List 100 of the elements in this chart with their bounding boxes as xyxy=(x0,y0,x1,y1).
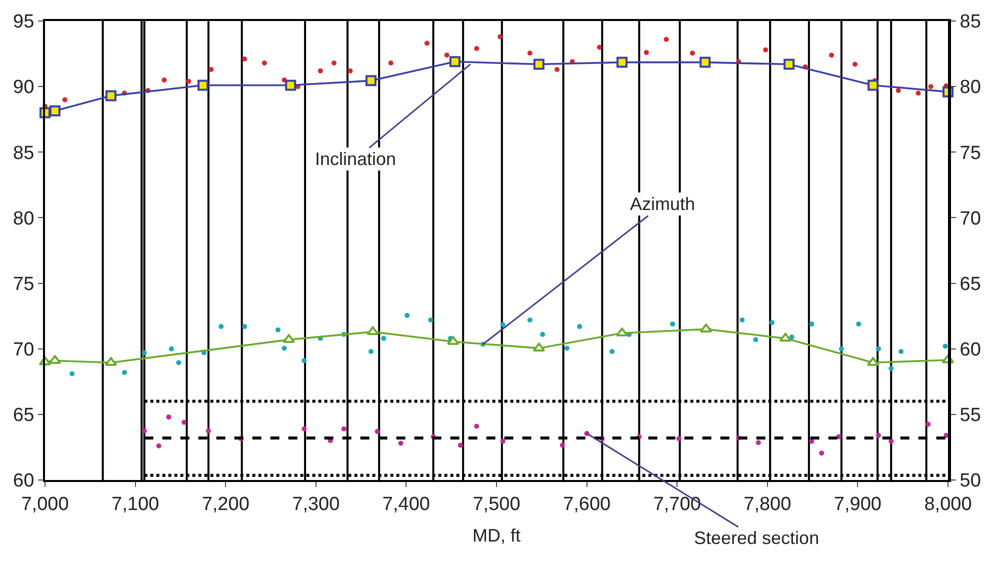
point xyxy=(838,346,844,352)
point xyxy=(888,366,894,372)
point xyxy=(789,334,794,340)
point xyxy=(366,326,379,336)
point xyxy=(398,440,404,446)
point xyxy=(285,80,296,91)
point xyxy=(242,56,248,62)
point xyxy=(242,324,248,330)
point xyxy=(610,348,615,354)
y-tick-label: 70 xyxy=(13,340,34,361)
point xyxy=(664,36,669,42)
point xyxy=(458,442,463,448)
y2-tick-label: 70 xyxy=(960,208,981,230)
point xyxy=(156,443,162,448)
point xyxy=(769,320,774,326)
point xyxy=(888,438,894,444)
y-tick-label: 75 xyxy=(13,274,34,295)
y-tick-label: 80 xyxy=(13,208,34,230)
point xyxy=(374,428,380,434)
point xyxy=(166,414,172,420)
point xyxy=(176,360,182,366)
point xyxy=(302,426,307,432)
point xyxy=(142,428,147,434)
point xyxy=(527,318,532,323)
point xyxy=(302,358,307,364)
point xyxy=(318,68,323,74)
point xyxy=(206,428,211,434)
point xyxy=(388,60,394,66)
point xyxy=(856,321,862,326)
point xyxy=(852,62,858,67)
x-tick-label: 7,100 xyxy=(112,494,160,515)
point xyxy=(740,318,745,323)
point xyxy=(348,68,353,74)
point xyxy=(809,438,814,444)
y-tick-label: 95 xyxy=(13,12,34,33)
point xyxy=(498,34,503,40)
point xyxy=(500,322,506,328)
y-tick-label: 90 xyxy=(13,77,34,98)
x-tick-label: 7,400 xyxy=(382,494,430,515)
x-tick-label: 7,000 xyxy=(21,494,69,515)
point xyxy=(554,67,560,72)
point xyxy=(275,327,280,332)
point xyxy=(700,56,711,68)
y-tick-label: 60 xyxy=(13,470,34,492)
point xyxy=(122,370,127,375)
point xyxy=(876,432,881,438)
point xyxy=(218,324,224,330)
annotation: Azimuth xyxy=(630,194,696,214)
y2-tick-label: 80 xyxy=(960,77,981,98)
point xyxy=(868,80,879,91)
point xyxy=(474,424,480,429)
point xyxy=(404,312,410,318)
point xyxy=(753,337,758,342)
point xyxy=(424,40,430,46)
point xyxy=(819,450,824,456)
point xyxy=(942,344,948,349)
point xyxy=(105,90,116,102)
point xyxy=(596,44,602,50)
x-axis-title: MD, ft xyxy=(472,525,520,546)
point xyxy=(49,105,60,116)
point xyxy=(763,47,768,52)
point xyxy=(262,60,267,66)
point xyxy=(916,90,921,96)
point xyxy=(62,97,68,102)
point xyxy=(182,420,187,425)
point xyxy=(644,50,649,55)
y2-tick-label: 85 xyxy=(960,12,981,33)
point xyxy=(784,58,795,70)
y2-tick-label: 65 xyxy=(960,274,981,295)
x-tick-label: 7,300 xyxy=(292,494,340,515)
y2-tick-label: 50 xyxy=(960,470,981,492)
point xyxy=(577,324,582,330)
point xyxy=(368,348,374,354)
y-tick-label: 65 xyxy=(13,405,34,426)
x-tick-label: 7,900 xyxy=(834,494,882,515)
x-tick-label: 7,800 xyxy=(744,494,792,515)
point xyxy=(282,346,287,351)
point xyxy=(779,332,792,342)
x-tick-label: 7,700 xyxy=(653,494,701,515)
point xyxy=(928,84,934,90)
point xyxy=(809,321,814,326)
annotation: Steered section xyxy=(694,528,820,548)
point xyxy=(142,350,147,356)
point xyxy=(198,80,209,91)
point xyxy=(540,332,546,337)
point xyxy=(500,438,506,444)
y2-tick-label: 75 xyxy=(960,142,981,164)
point xyxy=(186,78,192,84)
point xyxy=(208,67,214,72)
annotation: Inclination xyxy=(315,149,396,169)
point xyxy=(428,318,434,323)
point xyxy=(162,78,167,83)
point xyxy=(444,52,450,58)
point xyxy=(756,440,761,446)
point xyxy=(670,321,676,326)
y-tick-label: 85 xyxy=(13,142,34,164)
y2-tick-label: 55 xyxy=(960,405,981,426)
point xyxy=(381,336,386,341)
point xyxy=(564,346,570,351)
point xyxy=(676,436,682,442)
